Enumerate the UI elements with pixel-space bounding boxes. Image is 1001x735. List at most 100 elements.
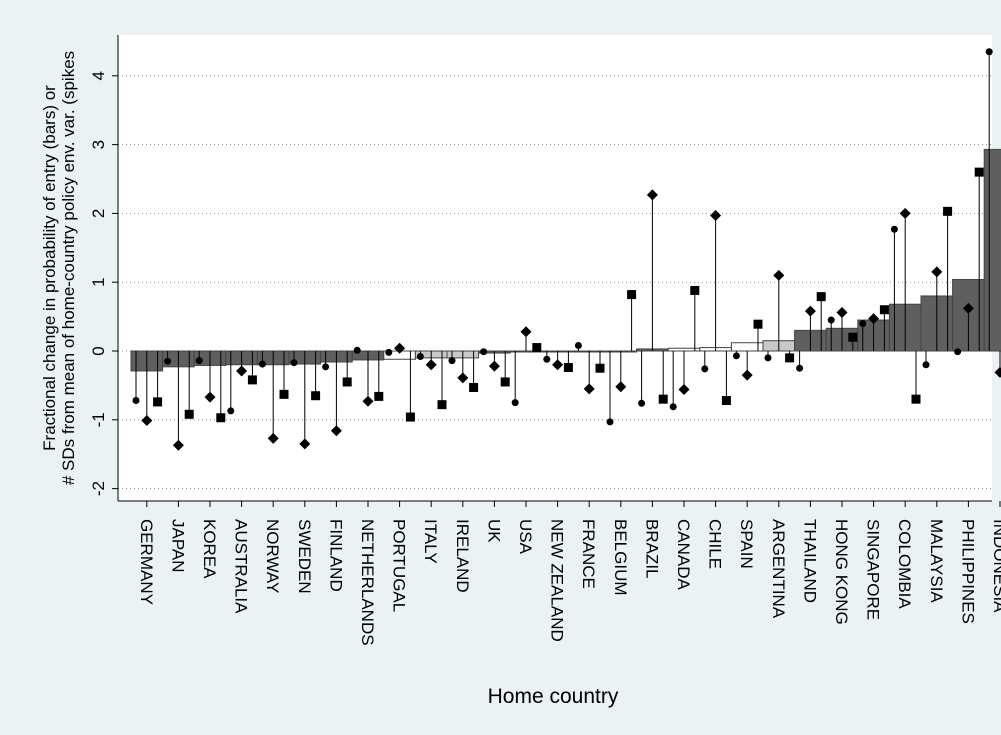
spike-diamond [457,372,469,384]
spike-diamond [425,359,437,371]
spike-square [184,409,194,419]
spike-square [848,332,858,342]
x-tick-label-canada: CANADA [674,519,693,591]
spike-dot [890,225,898,233]
spike-square [911,394,921,404]
spike-square [311,391,321,401]
spike-diamond [204,391,216,403]
spike-diamond [710,209,722,221]
spike-diamond [488,360,500,372]
spike-square [879,305,889,315]
spike-dot [385,348,393,356]
spike-square [785,353,795,363]
y-tick-label: -1 [89,412,108,427]
spike-dot [985,48,993,56]
x-tick-label-new-zealand: NEW ZEALAND [548,519,567,642]
spike-dot [227,407,235,415]
spike-dot [859,319,867,327]
x-tick-label-netherlands: NETHERLANDS [358,519,377,646]
spike-square [153,397,163,407]
spike-diamond [836,306,848,318]
spike-diamond [899,207,911,219]
spike-diamond [804,305,816,317]
x-tick-label-australia: AUSTRALIA [232,519,251,614]
x-tick-label-singapore: SINGAPORE [864,519,883,620]
spike-square [974,167,984,177]
spike-dot [954,348,962,356]
spike-dot [701,365,709,373]
x-tick-label-korea: KOREA [200,519,219,579]
x-tick-label-spain: SPAIN [737,519,756,569]
spike-square [753,319,763,329]
x-tick-label-colombia: COLOMBIA [895,519,914,609]
y-axis-label-line-2: # SDs from mean of home-country policy e… [59,51,78,485]
spike-square [374,391,384,401]
spike-dot [480,348,488,356]
spike-dot [416,353,424,361]
spike-dot [164,357,172,365]
spike-square [216,413,226,423]
x-tick-label-hong-kong: HONG KONG [832,519,851,625]
spike-diamond [678,384,690,396]
spike-square [721,396,731,406]
spike-diamond [646,189,658,201]
spike-dot [574,341,582,349]
bar-indonesia [983,148,1001,352]
x-tick-label-belgium: BELGIUM [611,519,630,596]
spike-diamond [931,266,943,278]
y-tick-label: 2 [89,209,108,218]
spike-square [690,285,700,295]
spike-dot [543,355,551,363]
plot-area [118,35,992,501]
spike-diamond [773,269,785,281]
x-tick-label-usa: USA [516,519,535,555]
spike-dot [511,399,519,407]
spike-diamond [330,425,342,437]
y-axis-label-line-1: Fractional change in probability of entr… [40,85,59,451]
spike-dot [764,354,772,362]
spike-dot [195,357,203,365]
spike-square [563,363,573,373]
spike-dot [827,316,835,324]
spike-dot [732,352,740,360]
spike-diamond [552,359,564,371]
spike-square [500,377,510,387]
spike-diamond [267,432,279,444]
x-tick-label-norway: NORWAY [263,519,282,593]
y-tick-label: 4 [89,71,108,80]
spike-diamond [741,369,753,381]
spike-dot [353,346,361,354]
spike-dot [322,363,330,371]
x-tick-label-thailand: THAILAND [800,519,819,603]
spike-square [342,377,352,387]
spike-diamond [868,313,880,325]
spike-dot [448,357,456,365]
spike-diamond [520,326,532,338]
spike-diamond [615,381,627,393]
spike-dot [606,418,614,426]
y-tick-label: 1 [89,277,108,286]
spike-square [279,389,289,399]
x-tick-label-uk: UK [484,519,503,543]
spike-dot [922,361,930,369]
spike-diamond [141,414,153,426]
spike-square [816,292,826,302]
x-tick-label-japan: JAPAN [168,519,187,573]
spike-dot [638,399,646,407]
spike-dot [796,364,804,372]
y-tick-label: 0 [89,346,108,355]
spike-square [943,206,953,216]
spike-square [627,290,637,300]
spike-diamond [362,395,374,407]
spike-square [405,412,415,422]
x-tick-label-argentina: ARGENTINA [769,519,788,619]
x-tick-label-chile: CHILE [706,519,725,569]
spike-diamond [172,439,184,451]
y-tick-label: 3 [89,140,108,149]
x-tick-label-malaysia: MALAYSIA [927,519,946,603]
spike-square [532,343,542,353]
spike-diamond [962,302,974,314]
spikes [132,48,1001,451]
x-tick-label-brazil: BRAZIL [642,519,661,579]
